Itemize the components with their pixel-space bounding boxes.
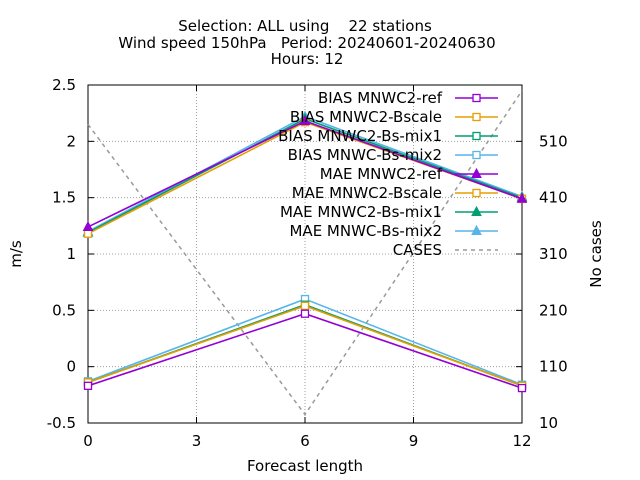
legend-marker xyxy=(472,131,481,141)
y2-tick-label: 310 xyxy=(539,245,568,263)
legend-marker xyxy=(471,205,482,216)
y-tick-label: 1 xyxy=(66,245,76,263)
data-point xyxy=(83,381,93,390)
y2-tick-label: 510 xyxy=(539,132,568,150)
data-point xyxy=(83,229,93,238)
chart-title-line-1: Selection: ALL using 22 stations xyxy=(178,17,432,35)
legend-marker xyxy=(472,93,481,103)
legend-label: BIAS MNWC2-ref xyxy=(318,89,443,107)
legend-marker xyxy=(471,224,482,235)
y-tick-label: 2.5 xyxy=(52,76,76,94)
y-tick-label: -0.5 xyxy=(47,414,76,432)
y-tick-label: 0 xyxy=(66,358,76,376)
data-point xyxy=(300,301,310,310)
series-9 xyxy=(87,90,523,416)
series-layer xyxy=(82,90,528,416)
series-5 xyxy=(82,114,528,231)
data-point xyxy=(82,220,94,231)
legend-marker xyxy=(472,112,481,122)
data-point xyxy=(299,114,311,126)
y2-tick-label: 110 xyxy=(539,358,568,376)
x-tick-label: 12 xyxy=(512,432,531,450)
tick-layer: 0 3 6 9 12 -0.5 0 0.5 1 1.5 2 2.5 10 110 210 310 410 510 xyxy=(47,76,568,450)
chart-title-line-3: Hours: 12 xyxy=(271,50,344,68)
legend-marker xyxy=(471,167,482,178)
x-tick-label: 6 xyxy=(300,432,310,450)
legend-label: MAE MNWC2-ref xyxy=(320,165,443,183)
legend-label: MAE MNWC-Bs-mix2 xyxy=(289,222,442,240)
legend-label: BIAS MNWC-Bs-mix2 xyxy=(288,146,442,164)
legend-marker xyxy=(472,188,481,198)
y-axis-label: m/s xyxy=(7,240,25,268)
series-line xyxy=(87,90,523,416)
series-1 xyxy=(83,309,527,393)
legend-marker xyxy=(472,150,481,160)
y2-tick-label: 410 xyxy=(539,189,568,207)
x-axis-label: Forecast length xyxy=(247,457,363,475)
legend-label: MAE MNWC2-Bscale xyxy=(292,184,442,202)
data-point xyxy=(517,383,527,393)
y-tick-label: 1.5 xyxy=(52,189,76,207)
y2-tick-label: 210 xyxy=(539,301,568,319)
y-tick-label: 0.5 xyxy=(52,301,76,319)
data-point xyxy=(300,309,310,318)
y-tick-label: 2 xyxy=(66,132,76,150)
y2-axis-label: No cases xyxy=(587,220,605,288)
data-point xyxy=(516,192,528,203)
x-tick-label: 9 xyxy=(409,432,419,450)
legend-label: BIAS MNWC2-Bscale xyxy=(290,108,442,126)
y2-tick-label: 10 xyxy=(539,414,558,432)
x-tick-label: 3 xyxy=(192,432,202,450)
chart-title-line-2: Wind speed 150hPa Period: 20240601-20240… xyxy=(118,34,495,52)
legend-label: CASES xyxy=(393,241,442,259)
x-tick-label: 0 xyxy=(83,432,93,450)
legend-label: BIAS MNWC2-Bs-mix1 xyxy=(278,127,442,145)
legend-label: MAE MNWC2-Bs-mix1 xyxy=(280,203,442,221)
